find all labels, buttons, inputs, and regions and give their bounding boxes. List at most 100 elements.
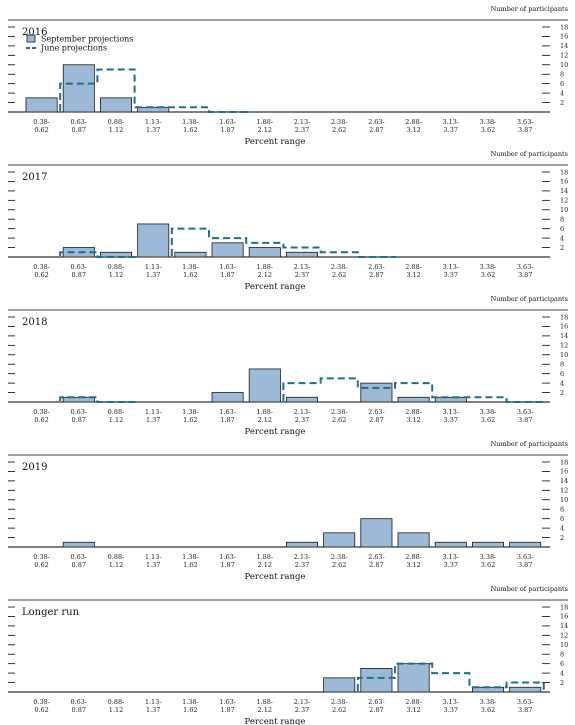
x-tick-label: 0.38-0.62 xyxy=(33,118,50,134)
x-tick-label: 2.63-2.87 xyxy=(368,698,385,714)
bar-september-projections xyxy=(62,64,95,113)
bar-september-projections xyxy=(248,368,281,403)
y-tick-label: 16 xyxy=(560,468,568,476)
y-tick-label: 16 xyxy=(560,323,568,331)
bar-september-projections xyxy=(360,382,393,403)
y-tick-label: 18 xyxy=(560,603,568,611)
x-tick-label: 0.38-0.62 xyxy=(33,408,50,424)
y-tick-label: 12 xyxy=(560,197,568,205)
x-tick-label: 0.63-0.87 xyxy=(70,408,87,424)
y-tick-label: 14 xyxy=(560,622,568,630)
y-tick-label: 4 xyxy=(560,524,564,532)
y-unit-label: Number of participants xyxy=(491,295,568,303)
y-tick-label: 14 xyxy=(560,42,568,50)
y-tick-label: 10 xyxy=(560,496,568,504)
y-unit-label: Number of participants xyxy=(491,440,568,448)
y-tick-label: 18 xyxy=(560,313,568,321)
y-tick-label: 8 xyxy=(560,216,564,224)
y-tick-label: 6 xyxy=(560,660,564,668)
x-tick-label: 1.88-2.12 xyxy=(256,553,273,569)
bar-september-projections xyxy=(211,242,244,258)
x-tick-label: 1.63-1.87 xyxy=(219,553,236,569)
y-tick-label: 12 xyxy=(560,342,568,350)
y-tick-label: 2 xyxy=(560,99,564,107)
x-tick-label: 0.88-1.12 xyxy=(108,118,125,134)
x-tick-label: 3.13-3.37 xyxy=(442,118,459,134)
x-tick-label: 3.63-3.87 xyxy=(517,118,534,134)
legend-label-september: September projections xyxy=(41,35,133,44)
x-tick-label: 1.38-1.62 xyxy=(182,553,199,569)
x-tick-label: 3.13-3.37 xyxy=(442,263,459,279)
x-tick-label: 3.63-3.87 xyxy=(517,698,534,714)
x-tick-label: 1.38-1.62 xyxy=(182,118,199,134)
x-tick-label: 1.38-1.62 xyxy=(182,698,199,714)
y-tick-label: 8 xyxy=(560,71,564,79)
y-tick-label: 18 xyxy=(560,458,568,466)
x-tick-label: 1.88-2.12 xyxy=(256,408,273,424)
bar-september-projections xyxy=(174,251,207,258)
x-tick-label: 3.13-3.37 xyxy=(442,408,459,424)
y-tick-label: 14 xyxy=(560,187,568,195)
x-tick-label: 0.63-0.87 xyxy=(70,553,87,569)
x-tick-label: 1.13-1.37 xyxy=(145,263,162,279)
x-tick-label: 2.63-2.87 xyxy=(368,553,385,569)
x-tick-label: 2.63-2.87 xyxy=(368,263,385,279)
y-tick-label: 2 xyxy=(560,534,564,542)
bar-september-projections xyxy=(100,97,133,113)
y-tick-label: 10 xyxy=(560,206,568,214)
series-june-projections xyxy=(59,227,396,258)
y-tick-label: 4 xyxy=(560,379,564,387)
x-tick-label: 3.38-3.62 xyxy=(480,118,497,134)
bar-september-projections xyxy=(397,532,430,548)
x-tick-label: 1.13-1.37 xyxy=(145,553,162,569)
x-tick-label: 2.13-2.37 xyxy=(294,408,311,424)
y-tick-label: 16 xyxy=(560,33,568,41)
x-tick-label: 1.88-2.12 xyxy=(256,118,273,134)
x-tick-label: 3.13-3.37 xyxy=(442,553,459,569)
bar-september-projections xyxy=(434,541,467,548)
x-tick-label: 1.63-1.87 xyxy=(219,408,236,424)
y-unit-label: Number of participants xyxy=(491,5,568,13)
bar-september-projections xyxy=(285,251,318,258)
x-tick-label: 1.38-1.62 xyxy=(182,263,199,279)
panel-title: 2016 xyxy=(22,27,47,38)
series-june-projections xyxy=(59,68,248,113)
x-tick-label: 3.63-3.87 xyxy=(517,553,534,569)
y-tick-label: 16 xyxy=(560,613,568,621)
x-tick-label: 0.63-0.87 xyxy=(70,263,87,279)
x-axis-title: Percent range xyxy=(245,572,306,582)
bar-september-projections xyxy=(360,518,393,548)
series-june-projections xyxy=(59,377,545,403)
panel-title: 2017 xyxy=(22,172,47,183)
x-tick-label: 2.13-2.37 xyxy=(294,263,311,279)
x-tick-label: 1.13-1.37 xyxy=(145,698,162,714)
x-tick-label: 3.38-3.62 xyxy=(480,553,497,569)
x-tick-label: 2.13-2.37 xyxy=(294,698,311,714)
x-tick-label: 0.63-0.87 xyxy=(70,698,87,714)
x-tick-label: 2.88-3.12 xyxy=(405,408,422,424)
y-tick-label: 2 xyxy=(560,679,564,687)
x-tick-label: 2.38-2.62 xyxy=(331,553,348,569)
legend-swatch-september xyxy=(26,34,36,43)
y-tick-label: 10 xyxy=(560,61,568,69)
y-tick-label: 2 xyxy=(560,389,564,397)
x-tick-label: 1.63-1.87 xyxy=(219,698,236,714)
panel-title: 2019 xyxy=(22,462,47,473)
x-tick-label: 1.38-1.62 xyxy=(182,408,199,424)
x-tick-label: 3.38-3.62 xyxy=(480,698,497,714)
panel-title: Longer run xyxy=(22,607,80,618)
y-tick-label: 16 xyxy=(560,178,568,186)
x-tick-label: 3.13-3.37 xyxy=(442,698,459,714)
x-tick-label: 2.88-3.12 xyxy=(405,553,422,569)
bar-september-projections xyxy=(285,396,318,403)
bar-september-projections xyxy=(434,396,467,403)
y-unit-label: Number of participants xyxy=(491,585,568,593)
y-tick-label: 8 xyxy=(560,651,564,659)
y-tick-label: 8 xyxy=(560,361,564,369)
y-unit-label: Number of participants xyxy=(491,150,568,158)
x-tick-label: 2.63-2.87 xyxy=(368,408,385,424)
y-tick-label: 18 xyxy=(560,23,568,31)
